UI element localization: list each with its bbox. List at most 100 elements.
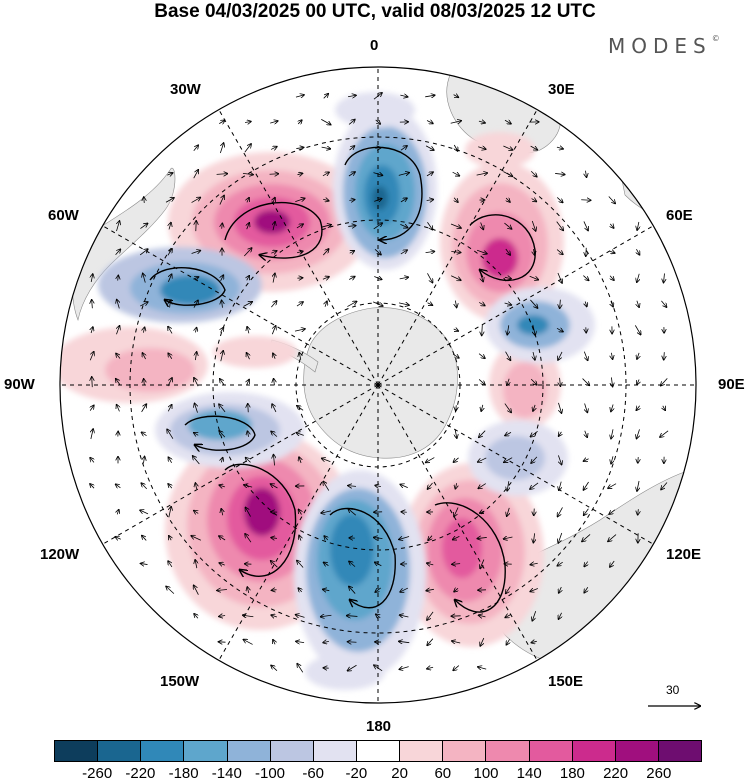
wind-vector-arrow bbox=[558, 455, 561, 464]
wind-vector-arrow bbox=[191, 250, 201, 253]
wind-vector-arrow bbox=[348, 172, 355, 177]
wind-vector-arrow bbox=[426, 457, 435, 463]
wind-vector-arrow bbox=[427, 638, 434, 646]
wind-vector-arrow bbox=[505, 351, 511, 361]
wind-vector-arrow bbox=[221, 458, 222, 463]
wind-vector-arrow bbox=[452, 172, 460, 176]
wind-vector-arrow bbox=[194, 433, 198, 436]
wind-vector-arrow bbox=[531, 220, 535, 231]
wind-vector-arrow bbox=[247, 380, 249, 385]
wind-vector-arrow bbox=[584, 508, 589, 516]
colorbar-segment bbox=[356, 741, 401, 761]
wind-vector-arrow bbox=[399, 277, 409, 279]
wind-vector-arrow bbox=[324, 536, 328, 540]
wind-vector-arrow bbox=[244, 144, 251, 153]
wind-vector-arrow bbox=[533, 324, 535, 335]
wind-vector-arrow bbox=[89, 352, 94, 361]
wind-vector-arrow bbox=[583, 351, 587, 361]
wind-vector-arrow bbox=[399, 667, 409, 670]
lon-label-60e: 60E bbox=[666, 207, 693, 224]
wind-vector-arrow bbox=[507, 507, 510, 516]
wind-vector-arrow bbox=[611, 404, 613, 411]
wind-vector-arrow bbox=[322, 458, 331, 461]
wind-vector-arrow bbox=[244, 248, 251, 257]
wind-vector-arrow bbox=[323, 481, 330, 491]
map-border bbox=[59, 66, 697, 704]
wind-vector-arrow bbox=[168, 353, 172, 359]
wind-vector-arrow bbox=[427, 222, 432, 229]
wind-vector-arrow bbox=[506, 638, 509, 645]
wind-vector-arrow bbox=[144, 379, 145, 386]
wind-vector-arrow bbox=[141, 483, 148, 490]
wind-vector-arrow bbox=[322, 277, 329, 280]
wind-vector-arrow bbox=[504, 222, 511, 229]
wind-vector-arrow bbox=[450, 121, 462, 124]
wind-vector-arrow bbox=[611, 301, 613, 306]
wind-vector-arrow bbox=[246, 353, 249, 360]
wind-vector-arrow bbox=[219, 485, 225, 487]
colorbar-tick-label: -220 bbox=[125, 765, 156, 782]
wind-vector-arrow bbox=[167, 378, 172, 387]
wind-vector-arrow bbox=[555, 173, 565, 174]
wind-vector-arrow bbox=[529, 275, 539, 280]
colorbar-tick-label: -20 bbox=[345, 765, 368, 782]
wind-vector-arrow bbox=[167, 249, 172, 256]
wind-vector-arrow bbox=[609, 251, 615, 253]
wind-vector-arrow bbox=[348, 226, 355, 227]
lon-label-150e: 150E bbox=[548, 673, 584, 690]
brand-text: MODES bbox=[608, 34, 712, 58]
wind-vector-arrow bbox=[559, 586, 562, 593]
wind-vector-arrow bbox=[530, 299, 537, 308]
wind-vector-arrow bbox=[609, 509, 616, 514]
wind-vector-arrow bbox=[193, 277, 198, 279]
wind-vector-arrow bbox=[298, 588, 301, 592]
colorbar-segment bbox=[443, 741, 487, 761]
wind-vector-arrow bbox=[168, 405, 171, 412]
wind-vector-arrow bbox=[247, 223, 250, 230]
wind-vector-arrow bbox=[299, 510, 302, 515]
colorbar-tick-label: -60 bbox=[302, 765, 325, 782]
wind-vector-arrow bbox=[426, 589, 434, 590]
wind-vector-arrow bbox=[584, 587, 588, 592]
wind-vector-arrow bbox=[325, 301, 327, 307]
wind-vector-arrow bbox=[193, 300, 198, 308]
wind-vector-arrow bbox=[559, 481, 561, 491]
wind-vector-arrow bbox=[425, 251, 435, 252]
wind-vector-arrow bbox=[271, 615, 277, 617]
lon-label-150w: 150W bbox=[160, 673, 200, 690]
wind-vector-arrow bbox=[664, 352, 665, 360]
wind-vector-arrow bbox=[558, 351, 563, 360]
wind-vector-arrow bbox=[219, 195, 224, 205]
wind-vector-arrow bbox=[556, 328, 563, 331]
wind-vector-arrow bbox=[221, 509, 222, 516]
wind-vector-arrow bbox=[115, 537, 121, 540]
wind-vector-arrow bbox=[452, 641, 461, 643]
wind-vector-arrow bbox=[116, 484, 121, 488]
wind-vector-arrow bbox=[169, 223, 171, 230]
wind-vector-arrow bbox=[400, 484, 408, 487]
wind-vector-arrow bbox=[221, 351, 223, 362]
colorbar-tick-label: -100 bbox=[254, 765, 286, 782]
wind-vector-arrow bbox=[560, 299, 561, 309]
wind-vector-arrow bbox=[610, 560, 615, 567]
wind-vector-arrow bbox=[426, 172, 433, 176]
wind-vector-arrow bbox=[373, 93, 382, 100]
colorbar-segment bbox=[270, 741, 314, 761]
wind-vector-arrow bbox=[505, 615, 511, 618]
wind-vector-arrow bbox=[582, 534, 591, 541]
wind-vector-arrow bbox=[427, 482, 433, 489]
wind-vector-arrow bbox=[480, 637, 485, 646]
wind-vector-arrow bbox=[373, 223, 383, 230]
wind-vector-arrow bbox=[478, 353, 485, 359]
wind-vector-arrow bbox=[169, 507, 171, 518]
reference-vector-label: 30 bbox=[666, 683, 680, 697]
wind-vector-arrow bbox=[453, 665, 460, 671]
wind-vector-arrow bbox=[221, 328, 224, 333]
wind-vector-arrow bbox=[660, 430, 669, 437]
wind-vector-arrow bbox=[116, 353, 120, 359]
wind-vector-arrow bbox=[533, 351, 535, 360]
map-title: Base 04/03/2025 00 UTC, valid 08/03/2025… bbox=[154, 1, 596, 22]
wind-vector-arrow bbox=[270, 121, 278, 123]
wind-vector-arrow bbox=[143, 273, 146, 283]
